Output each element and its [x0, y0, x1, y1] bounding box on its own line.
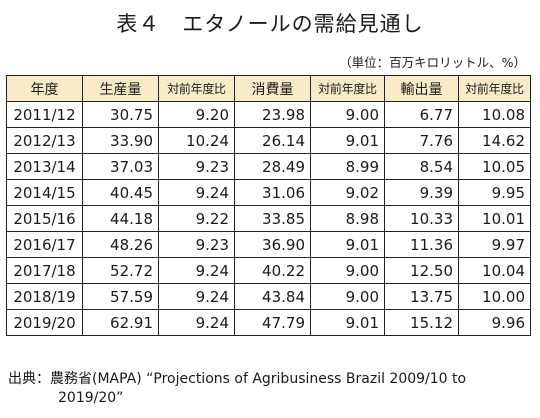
- table-row: 2019/20 62.91 9.24 47.79 9.01 15.12 9.96: [6, 309, 531, 336]
- header-fiscal-year: 年度: [6, 75, 83, 102]
- table-row: 2011/12 30.75 9.20 23.98 9.00 6.77 10.08: [6, 101, 531, 128]
- cell-consumption-yoy: 8.98: [310, 205, 385, 232]
- cell-exports: 12.50: [384, 257, 459, 284]
- cell-year: 2012/13: [6, 127, 83, 154]
- cell-production: 48.26: [82, 231, 159, 258]
- cell-production: 30.75: [82, 101, 159, 128]
- cell-year: 2016/17: [6, 231, 83, 258]
- cell-exports-yoy: 9.95: [458, 179, 531, 206]
- cell-consumption: 40.22: [234, 257, 311, 284]
- cell-year: 2015/16: [6, 205, 83, 232]
- cell-production: 40.45: [82, 179, 159, 206]
- cell-exports: 11.36: [384, 231, 459, 258]
- header-exports: 輸出量: [384, 75, 459, 102]
- cell-year: 2011/12: [6, 101, 83, 128]
- cell-consumption-yoy: 9.00: [310, 257, 385, 284]
- cell-exports: 9.39: [384, 179, 459, 206]
- table-row: 2013/14 37.03 9.23 28.49 8.99 8.54 10.05: [6, 153, 531, 180]
- cell-production-yoy: 9.24: [158, 283, 235, 310]
- table-header-row: 年度 生産量 対前年度比 消費量 対前年度比 輸出量 対前年度比: [6, 75, 531, 102]
- cell-consumption: 47.79: [234, 309, 311, 336]
- cell-production-yoy: 10.24: [158, 127, 235, 154]
- cell-exports-yoy: 10.04: [458, 257, 531, 284]
- cell-year: 2019/20: [6, 309, 83, 336]
- cell-consumption-yoy: 9.01: [310, 231, 385, 258]
- cell-production-yoy: 9.24: [158, 257, 235, 284]
- cell-exports: 7.76: [384, 127, 459, 154]
- cell-exports-yoy: 10.00: [458, 283, 531, 310]
- cell-year: 2017/18: [6, 257, 83, 284]
- cell-consumption: 31.06: [234, 179, 311, 206]
- cell-consumption: 28.49: [234, 153, 311, 180]
- cell-consumption-yoy: 9.01: [310, 309, 385, 336]
- cell-consumption-yoy: 9.00: [310, 283, 385, 310]
- cell-year: 2013/14: [6, 153, 83, 180]
- cell-production-yoy: 9.23: [158, 153, 235, 180]
- table-row: 2016/17 48.26 9.23 36.90 9.01 11.36 9.97: [6, 231, 531, 258]
- cell-production-yoy: 9.23: [158, 231, 235, 258]
- cell-production-yoy: 9.22: [158, 205, 235, 232]
- cell-consumption-yoy: 9.02: [310, 179, 385, 206]
- cell-consumption-yoy: 8.99: [310, 153, 385, 180]
- header-production-yoy: 対前年度比: [158, 75, 235, 102]
- cell-production: 57.59: [82, 283, 159, 310]
- header-exports-yoy: 対前年度比: [458, 75, 531, 102]
- table-row: 2012/13 33.90 10.24 26.14 9.01 7.76 14.62: [6, 127, 531, 154]
- table-row: 2017/18 52.72 9.24 40.22 9.00 12.50 10.04: [6, 257, 531, 284]
- cell-production: 37.03: [82, 153, 159, 180]
- unit-note: （単位：百万キロリットル、%）: [339, 55, 526, 70]
- cell-production: 62.91: [82, 309, 159, 336]
- cell-exports-yoy: 14.62: [458, 127, 531, 154]
- cell-production-yoy: 9.24: [158, 309, 235, 336]
- cell-consumption: 33.85: [234, 205, 311, 232]
- cell-production: 44.18: [82, 205, 159, 232]
- cell-year: 2014/15: [6, 179, 83, 206]
- cell-exports: 10.33: [384, 205, 459, 232]
- table-row: 2015/16 44.18 9.22 33.85 8.98 10.33 10.01: [6, 205, 531, 232]
- cell-exports-yoy: 10.08: [458, 101, 531, 128]
- cell-production-yoy: 9.24: [158, 179, 235, 206]
- source-line-2: 2019/20”: [58, 390, 124, 406]
- cell-exports-yoy: 10.01: [458, 205, 531, 232]
- ethanol-supply-demand-table: 年度 生産量 対前年度比 消費量 対前年度比 輸出量 対前年度比 2011/12…: [6, 75, 531, 336]
- cell-exports-yoy: 10.05: [458, 153, 531, 180]
- cell-production: 52.72: [82, 257, 159, 284]
- cell-exports-yoy: 9.96: [458, 309, 531, 336]
- cell-exports-yoy: 9.97: [458, 231, 531, 258]
- table-row: 2018/19 57.59 9.24 43.84 9.00 13.75 10.00: [6, 283, 531, 310]
- cell-exports: 15.12: [384, 309, 459, 336]
- cell-consumption: 43.84: [234, 283, 311, 310]
- page-title: 表４ エタノールの需給見通し: [116, 12, 424, 36]
- cell-production-yoy: 9.20: [158, 101, 235, 128]
- cell-exports: 6.77: [384, 101, 459, 128]
- cell-exports: 13.75: [384, 283, 459, 310]
- cell-consumption: 26.14: [234, 127, 311, 154]
- cell-exports: 8.54: [384, 153, 459, 180]
- cell-consumption: 36.90: [234, 231, 311, 258]
- table-row: 2014/15 40.45 9.24 31.06 9.02 9.39 9.95: [6, 179, 531, 206]
- source-line-1: 出典：農務省(MAPA) “Projections of Agribusines…: [8, 371, 467, 387]
- header-production: 生産量: [82, 75, 159, 102]
- header-consumption-yoy: 対前年度比: [310, 75, 385, 102]
- cell-consumption-yoy: 9.00: [310, 101, 385, 128]
- cell-production: 33.90: [82, 127, 159, 154]
- cell-consumption: 23.98: [234, 101, 311, 128]
- header-consumption: 消費量: [234, 75, 311, 102]
- cell-year: 2018/19: [6, 283, 83, 310]
- cell-consumption-yoy: 9.01: [310, 127, 385, 154]
- source-note: 出典：農務省(MAPA) “Projections of Agribusines…: [8, 370, 532, 408]
